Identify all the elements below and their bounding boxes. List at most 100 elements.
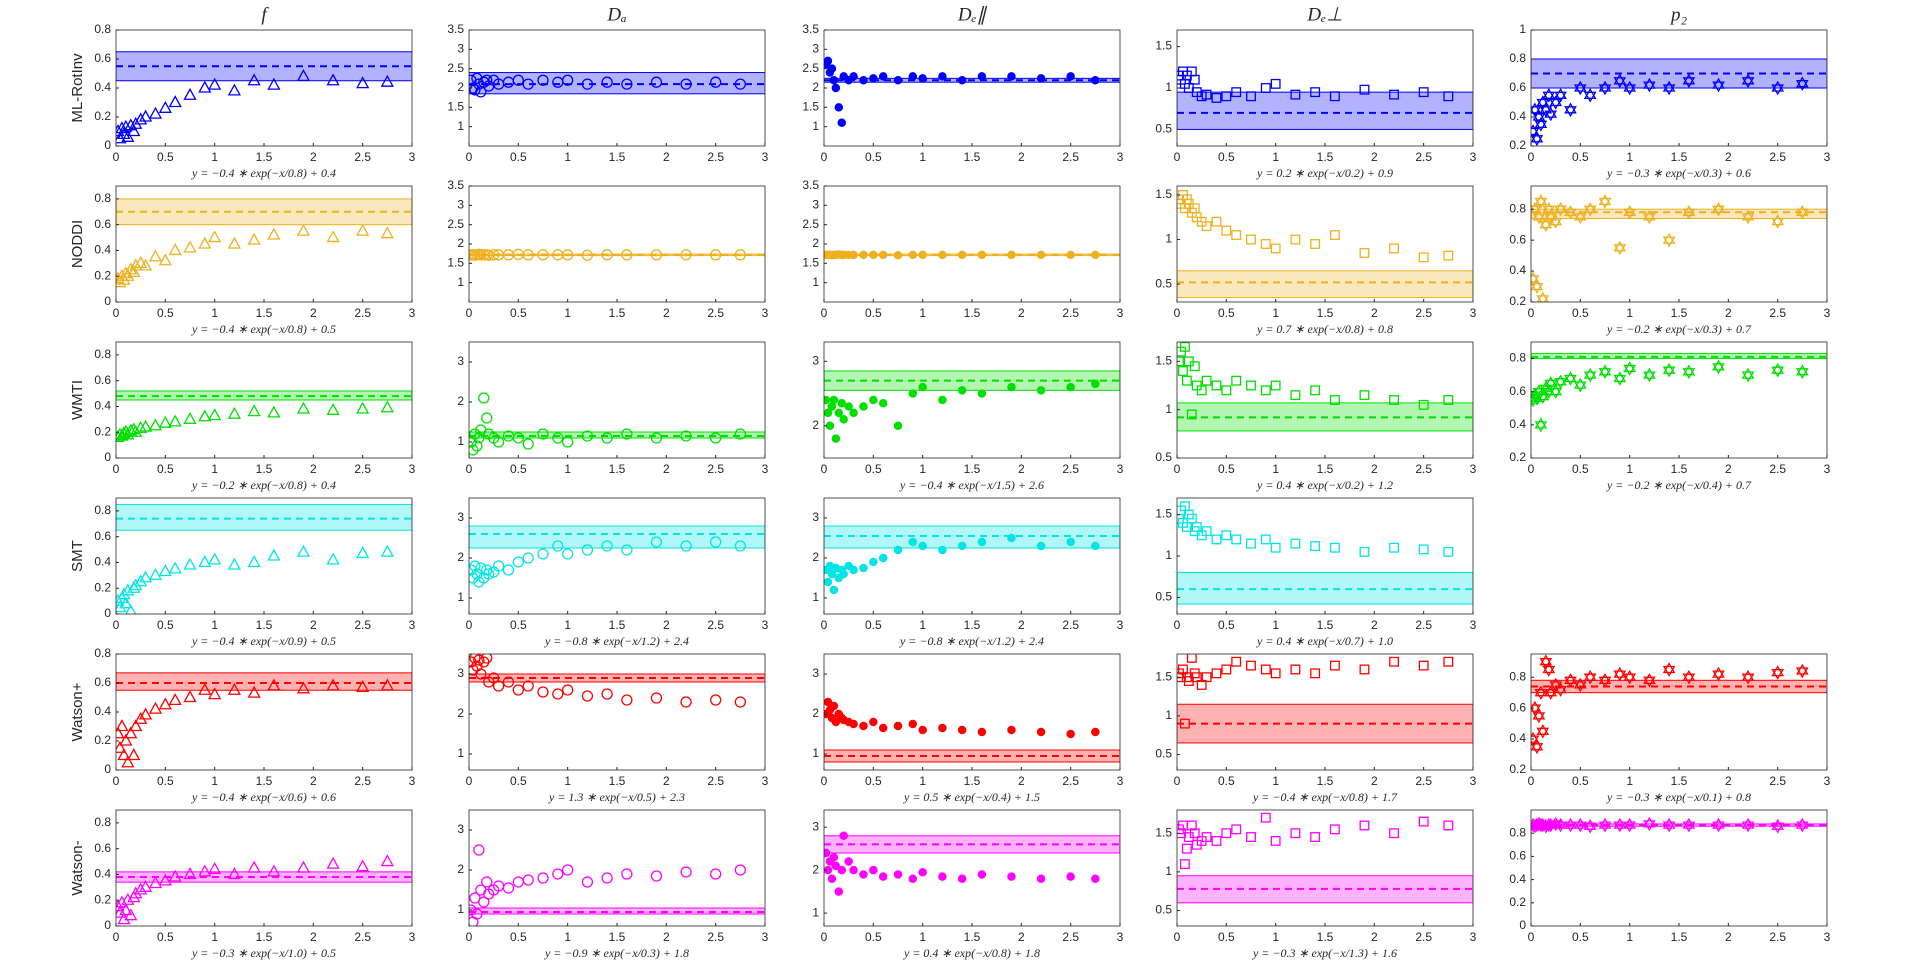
point — [1564, 673, 1577, 688]
x-tick-label: 2.5 — [707, 618, 724, 632]
point — [859, 250, 868, 260]
point — [1554, 374, 1567, 390]
point — [878, 250, 888, 260]
x-tick-label: 3 — [1824, 150, 1831, 164]
point — [356, 401, 370, 414]
y-tick-label: 1.5 — [802, 100, 819, 114]
point — [129, 886, 143, 899]
x-tick-label: 0.5 — [1572, 462, 1589, 476]
axes-bg — [116, 810, 412, 926]
point — [918, 868, 927, 877]
x-tick-label: 2 — [1018, 774, 1025, 788]
point — [1613, 817, 1627, 833]
point — [1231, 375, 1242, 386]
plot-area — [469, 72, 765, 98]
point — [859, 721, 868, 731]
point — [119, 733, 133, 746]
point — [1531, 271, 1540, 287]
point — [1542, 662, 1556, 677]
x-tick-label: 0 — [466, 774, 473, 788]
point — [183, 240, 197, 253]
row-label: WMTI — [69, 380, 86, 420]
plot-area — [116, 198, 412, 288]
y-tick-label: 2.5 — [802, 217, 819, 231]
x-tick-label: 1.5 — [256, 774, 273, 788]
x-tick-label: 1.5 — [1317, 930, 1334, 944]
point — [1310, 239, 1321, 249]
point — [134, 255, 148, 268]
x-tick-label: 2 — [1371, 150, 1378, 164]
point — [1260, 239, 1271, 249]
point — [148, 701, 163, 714]
x-tick-label: 2.5 — [354, 150, 371, 164]
point — [859, 563, 868, 573]
point — [1246, 91, 1256, 102]
x-tick-label: 0.5 — [510, 306, 527, 320]
point — [134, 112, 148, 125]
x-tick-label: 2.5 — [1415, 462, 1432, 476]
x-tick-label: 0.5 — [510, 150, 527, 164]
x-tick-label: 2 — [1725, 774, 1732, 788]
point — [1623, 80, 1637, 96]
point — [552, 432, 564, 444]
x-tick-label: 2 — [663, 306, 670, 320]
reference-band — [1177, 270, 1473, 299]
point — [621, 694, 633, 706]
point — [1583, 367, 1597, 383]
point — [908, 719, 918, 729]
point — [1221, 530, 1232, 541]
point — [1211, 835, 1222, 846]
point — [844, 402, 853, 411]
x-tick-label: 2 — [1725, 150, 1732, 164]
point — [1329, 542, 1340, 553]
axes-bg — [1531, 654, 1827, 770]
point — [121, 892, 135, 905]
column-title: f — [261, 4, 269, 25]
point — [1542, 88, 1556, 103]
point — [127, 265, 141, 278]
point — [296, 69, 311, 82]
point — [918, 382, 927, 392]
panel: 0 0.5 1 1.5 2 2.5 3 0 0.2 0.4 0.6 0.8 y = −0.4 ∗ exp… — [69, 185, 416, 336]
x-tick-label: 1 — [564, 150, 571, 164]
y-tick-label: 1.5 — [447, 256, 464, 270]
point — [198, 555, 212, 568]
point — [859, 402, 868, 411]
point — [326, 552, 340, 565]
point — [158, 697, 172, 710]
point — [1186, 654, 1197, 663]
point — [859, 870, 868, 879]
point — [1221, 385, 1232, 396]
point — [1036, 74, 1046, 83]
x-tick-label: 2.5 — [1062, 930, 1079, 944]
point — [831, 861, 841, 871]
fit-equation: y = −0.9 ∗ exp(−x/0.3) + 1.8 — [544, 946, 689, 960]
point — [1260, 664, 1271, 675]
x-tick-label: 1 — [1272, 150, 1279, 164]
x-tick-label: 2 — [310, 930, 317, 944]
y-tick-label: 1 — [457, 119, 464, 133]
point — [116, 719, 129, 732]
plot-area — [1177, 342, 1473, 432]
y-tick-label: 0.4 — [94, 867, 111, 881]
y-tick-label: 0.8 — [94, 22, 111, 36]
y-tick-label: 0.8 — [1509, 51, 1526, 65]
point — [1564, 102, 1577, 118]
point — [1554, 682, 1567, 697]
point — [837, 118, 847, 128]
point — [710, 432, 722, 444]
point — [1418, 544, 1429, 555]
x-tick-label: 2 — [663, 150, 670, 164]
point — [469, 904, 477, 916]
column-title: Dₑ∥ — [957, 4, 988, 25]
y-tick-label: 2 — [457, 394, 464, 408]
x-tick-label: 0 — [821, 150, 828, 164]
point — [1712, 201, 1725, 217]
x-tick-label: 3 — [1470, 774, 1477, 788]
x-tick-label: 1.5 — [1671, 774, 1688, 788]
point — [1712, 77, 1725, 93]
reference-band — [1177, 91, 1473, 130]
point — [878, 72, 888, 81]
plot-area — [116, 390, 412, 443]
point — [1531, 124, 1540, 139]
